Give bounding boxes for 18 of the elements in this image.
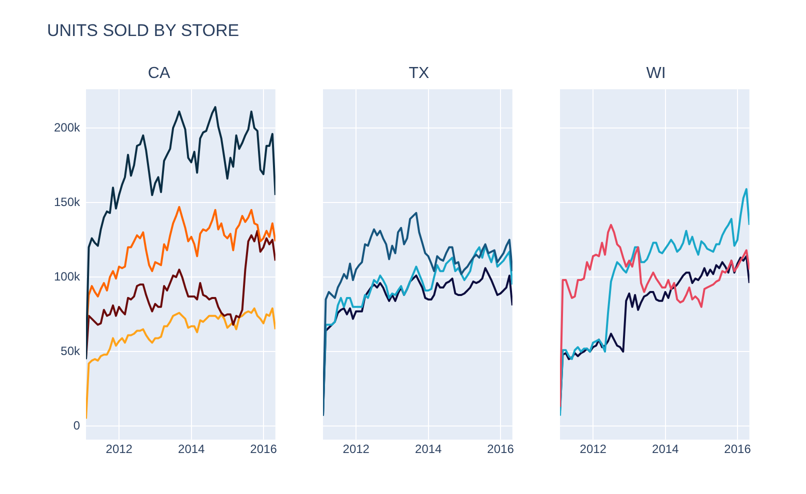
- y-tick-label: 50k: [60, 344, 81, 358]
- y-tick-label: 100k: [54, 269, 81, 284]
- chart-title: WI: [646, 65, 666, 82]
- x-tick-label: 2012: [342, 442, 370, 456]
- text: UNITS SOLD BY STORE: [47, 21, 240, 40]
- x-tick-label: 2016: [724, 442, 752, 456]
- x-tick-label: 2016: [487, 442, 514, 456]
- x-tick-label: 2016: [250, 442, 278, 456]
- chart-title: TX: [408, 65, 430, 82]
- x-tick-label: 2012: [580, 442, 607, 456]
- y-tick-label: 0: [73, 418, 80, 432]
- y-tick-label: 200k: [54, 120, 81, 134]
- x-tick-label: 2014: [652, 442, 680, 456]
- x-tick-label: 2014: [178, 442, 206, 456]
- y-tick-label: 150k: [54, 194, 81, 209]
- x-tick-label: 2014: [415, 442, 442, 456]
- x-tick-label: 2012: [106, 442, 133, 456]
- chart-title: CA: [148, 65, 170, 82]
